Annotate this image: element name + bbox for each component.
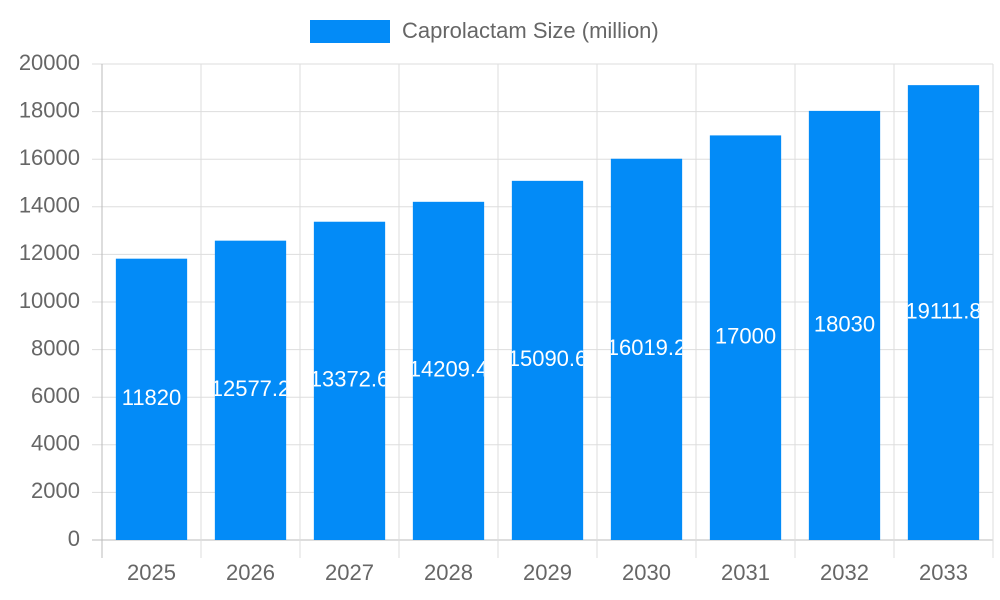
bar	[115, 258, 188, 540]
bar	[313, 221, 386, 540]
bar	[907, 85, 980, 540]
bar	[808, 110, 881, 541]
y-tick-label: 20000	[19, 50, 80, 75]
x-tick-label: 2025	[127, 560, 176, 585]
y-tick-label: 16000	[19, 145, 80, 170]
bar	[709, 135, 782, 540]
x-tick-label: 2029	[523, 560, 572, 585]
bar	[511, 180, 584, 540]
x-tick-label: 2030	[622, 560, 671, 585]
bar	[610, 158, 683, 540]
y-tick-label: 0	[68, 526, 80, 551]
x-tick-label: 2027	[325, 560, 374, 585]
y-tick-label: 4000	[31, 431, 80, 456]
y-tick-label: 14000	[19, 193, 80, 218]
bar	[412, 201, 485, 540]
bar	[214, 240, 287, 540]
data-label: 17000	[715, 324, 776, 349]
data-label: 15090.6	[508, 346, 588, 371]
legend-swatch	[310, 20, 390, 43]
x-tick-label: 2026	[226, 560, 275, 585]
data-label: 19111.8	[905, 298, 981, 323]
x-tick-label: 2028	[424, 560, 473, 585]
y-tick-label: 2000	[31, 478, 80, 503]
data-label: 13372.6	[310, 367, 390, 392]
y-tick-label: 12000	[19, 240, 80, 265]
x-tick-label: 2031	[721, 560, 770, 585]
y-tick-label: 10000	[19, 288, 80, 313]
y-tick-label: 18000	[19, 97, 80, 122]
data-label: 16019.2	[607, 335, 687, 360]
data-label: 14209.4	[409, 357, 489, 382]
x-tick-label: 2033	[919, 560, 968, 585]
data-label: 11820	[122, 385, 182, 410]
x-tick-label: 2032	[820, 560, 869, 585]
data-label: 18030	[814, 311, 875, 336]
y-tick-label: 6000	[31, 383, 80, 408]
legend-label: Caprolactam Size (million)	[402, 18, 659, 43]
data-label: 12577.2	[211, 376, 291, 401]
y-tick-label: 8000	[31, 335, 80, 360]
